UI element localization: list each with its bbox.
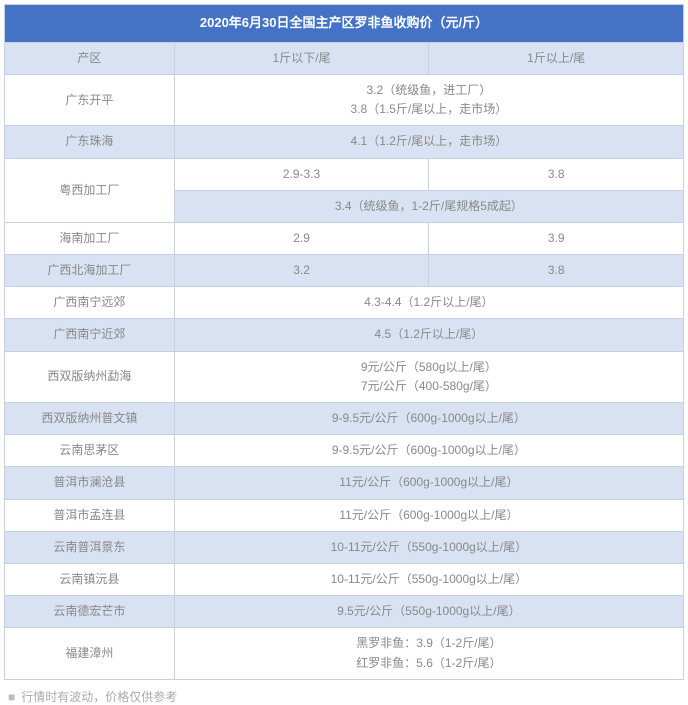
merged-cell: 4.3-4.4（1.2斤以上/尾） — [174, 287, 683, 319]
merged-cell: 10-11元/公斤（550g-1000g以上/尾） — [174, 531, 683, 563]
below-cell: 3.2 — [174, 255, 429, 287]
table-row: 福建漳州黑罗非鱼：3.9（1-2斤/尾）红罗非鱼：5.6（1-2斤/尾） — [5, 628, 684, 679]
above-cell: 3.9 — [429, 222, 684, 254]
below-cell: 2.9-3.3 — [174, 158, 429, 190]
merged-cell: 10-11元/公斤（550g-1000g以上/尾） — [174, 563, 683, 595]
table-row: 广东珠海4.1（1.2斤/尾以上，走市场） — [5, 126, 684, 158]
table-row: 粤西加工厂2.9-3.33.8 — [5, 158, 684, 190]
merged-cell: 9-9.5元/公斤（600g-1000g以上/尾） — [174, 435, 683, 467]
table-row: 西双版纳州普文镇9-9.5元/公斤（600g-1000g以上/尾） — [5, 403, 684, 435]
merged-cell: 9.5元/公斤（550g-1000g以上/尾） — [174, 596, 683, 628]
table-row: 广西南宁近郊4.5（1.2斤以上/尾） — [5, 319, 684, 351]
region-cell: 粤西加工厂 — [5, 158, 175, 222]
table-title: 2020年6月30日全国主产区罗非鱼收购价（元/斤） — [5, 5, 684, 43]
region-cell: 普洱市孟连县 — [5, 499, 175, 531]
region-cell: 广西南宁近郊 — [5, 319, 175, 351]
region-cell: 广西北海加工厂 — [5, 255, 175, 287]
table-row: 广西北海加工厂3.23.8 — [5, 255, 684, 287]
region-cell: 西双版纳州普文镇 — [5, 403, 175, 435]
region-cell: 普洱市澜沧县 — [5, 467, 175, 499]
table-body: 广东开平3.2（统级鱼，进工厂）3.8（1.5斤/尾以上，走市场）广东珠海4.1… — [5, 74, 684, 679]
merged-cell: 黑罗非鱼：3.9（1-2斤/尾）红罗非鱼：5.6（1-2斤/尾） — [174, 628, 683, 679]
above-cell: 3.8 — [429, 158, 684, 190]
table-row: 云南思茅区9-9.5元/公斤（600g-1000g以上/尾） — [5, 435, 684, 467]
col-region: 产区 — [5, 42, 175, 74]
col-below: 1斤以下/尾 — [174, 42, 429, 74]
region-cell: 海南加工厂 — [5, 222, 175, 254]
region-cell: 广东开平 — [5, 74, 175, 125]
table-row: 广西南宁远郊4.3-4.4（1.2斤以上/尾） — [5, 287, 684, 319]
merged-cell: 9元/公斤（580g以上/尾）7元/公斤（400-580g/尾） — [174, 351, 683, 402]
bullet-icon: ■ — [8, 690, 15, 704]
merged-cell: 11元/公斤（600g-1000g以上/尾） — [174, 499, 683, 531]
price-table: 2020年6月30日全国主产区罗非鱼收购价（元/斤） 产区 1斤以下/尾 1斤以… — [4, 4, 684, 680]
region-cell: 西双版纳州勐海 — [5, 351, 175, 402]
region-cell: 广西南宁远郊 — [5, 287, 175, 319]
region-cell: 广东珠海 — [5, 126, 175, 158]
footer-text: 行情时有波动，价格仅供参考 — [21, 690, 177, 704]
table-row: 海南加工厂2.93.9 — [5, 222, 684, 254]
merged-cell: 4.1（1.2斤/尾以上，走市场） — [174, 126, 683, 158]
region-cell: 云南镇沅县 — [5, 563, 175, 595]
table-row: 云南普洱景东10-11元/公斤（550g-1000g以上/尾） — [5, 531, 684, 563]
region-cell: 云南思茅区 — [5, 435, 175, 467]
merged-cell: 3.2（统级鱼，进工厂）3.8（1.5斤/尾以上，走市场） — [174, 74, 683, 125]
above-cell: 3.8 — [429, 255, 684, 287]
merged-cell: 11元/公斤（600g-1000g以上/尾） — [174, 467, 683, 499]
table-row: 西双版纳州勐海9元/公斤（580g以上/尾）7元/公斤（400-580g/尾） — [5, 351, 684, 402]
region-cell: 云南德宏芒市 — [5, 596, 175, 628]
region-cell: 云南普洱景东 — [5, 531, 175, 563]
below-cell: 2.9 — [174, 222, 429, 254]
footer-note: ■ 行情时有波动，价格仅供参考 — [4, 688, 684, 705]
region-cell: 福建漳州 — [5, 628, 175, 679]
merged-cell: 4.5（1.2斤以上/尾） — [174, 319, 683, 351]
table-row: 普洱市孟连县11元/公斤（600g-1000g以上/尾） — [5, 499, 684, 531]
col-above: 1斤以上/尾 — [429, 42, 684, 74]
table-row: 普洱市澜沧县11元/公斤（600g-1000g以上/尾） — [5, 467, 684, 499]
merged-cell: 9-9.5元/公斤（600g-1000g以上/尾） — [174, 403, 683, 435]
title-row: 2020年6月30日全国主产区罗非鱼收购价（元/斤） — [5, 5, 684, 43]
table-row: 广东开平3.2（统级鱼，进工厂）3.8（1.5斤/尾以上，走市场） — [5, 74, 684, 125]
table-row: 云南德宏芒市9.5元/公斤（550g-1000g以上/尾） — [5, 596, 684, 628]
table-row: 云南镇沅县10-11元/公斤（550g-1000g以上/尾） — [5, 563, 684, 595]
merged-cell: 3.4（统级鱼，1-2斤/尾规格5成起） — [174, 190, 683, 222]
header-row: 产区 1斤以下/尾 1斤以上/尾 — [5, 42, 684, 74]
